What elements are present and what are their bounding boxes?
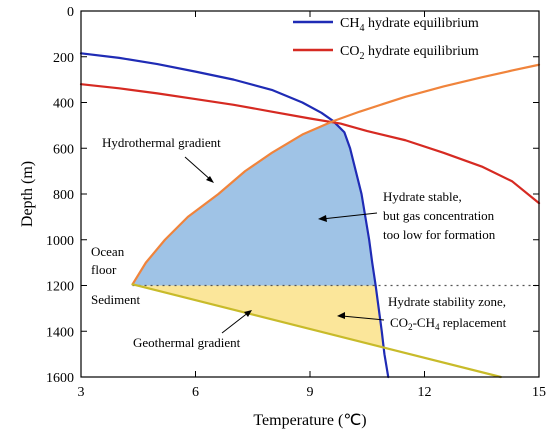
tick-layer: 3 6 9 12 15 0 200 400 600 800 1000 1200 1400 1600 (46, 5, 546, 400)
legend-label-co2: CO2 hydrate equilibrium (340, 44, 479, 62)
hydrate-stable-arrow (321, 212, 378, 220)
hydrate-stable-region (132, 121, 376, 286)
y-tick-label: 0 (67, 5, 74, 20)
x-tick-label: 15 (532, 385, 546, 400)
geothermal-gradient-label: Geothermal gradient (133, 335, 241, 350)
floor-label: floor (91, 262, 117, 277)
legend-label-ch4: CH4 hydrate equilibrium (340, 16, 479, 34)
stability-zone-label-line2: CO2-CH4 replacement (390, 315, 507, 332)
stability-zone-arrowhead (337, 312, 345, 319)
sediment-label: Sediment (91, 292, 140, 307)
hydrothermal-gradient-label: Hydrothermal gradient (102, 135, 221, 150)
geothermal-gradient-line (131, 283, 502, 379)
y-tick-label: 800 (53, 188, 74, 203)
annotations: Hydrothermal gradient Hydrate stable, bu… (91, 135, 507, 350)
x-tick-label: 3 (78, 385, 85, 400)
y-tick-label: 400 (53, 97, 74, 112)
x-tick-label: 9 (307, 385, 314, 400)
hydrate-stable-arrowhead (318, 215, 327, 222)
geothermal-gradient-arrowhead (244, 310, 252, 317)
series-layer (79, 52, 541, 379)
stability-zone-label-line1: Hydrate stability zone, (388, 294, 506, 309)
y-tick-label: 600 (53, 142, 74, 157)
geothermal-gradient-arrow (221, 311, 250, 334)
y-tick-label: 1200 (46, 280, 74, 295)
x-tick-label: 12 (418, 385, 432, 400)
y-tick-label: 200 (53, 51, 74, 66)
x-axis-title: Temperature (℃) (253, 412, 366, 429)
legend: CH4 hydrate equilibrium CO2 hydrate equi… (293, 16, 479, 62)
y-tick-label: 1400 (46, 325, 74, 340)
hydrate-stable-label-line2: but gas concentration (383, 208, 495, 223)
ch4-hydrate-equilibrium-line (79, 52, 390, 379)
ocean-label: Ocean (91, 244, 125, 259)
stability-zone-arrow (341, 315, 385, 321)
y-tick-label: 1600 (46, 371, 74, 386)
hydrate-stable-label-line3: too low for formation (383, 227, 496, 242)
co2-hydrate-equilibrium-line (79, 83, 541, 205)
hydrate-stable-label-line1: Hydrate stable, (383, 189, 462, 204)
hydrothermal-gradient-line (131, 63, 541, 286)
y-tick-label: 1000 (46, 234, 74, 249)
x-tick-label: 6 (192, 385, 199, 400)
hydrothermal-gradient-arrowhead (206, 176, 214, 183)
y-axis-title: Depth (m) (19, 161, 36, 227)
hydrothermal-gradient-arrow (184, 156, 213, 182)
